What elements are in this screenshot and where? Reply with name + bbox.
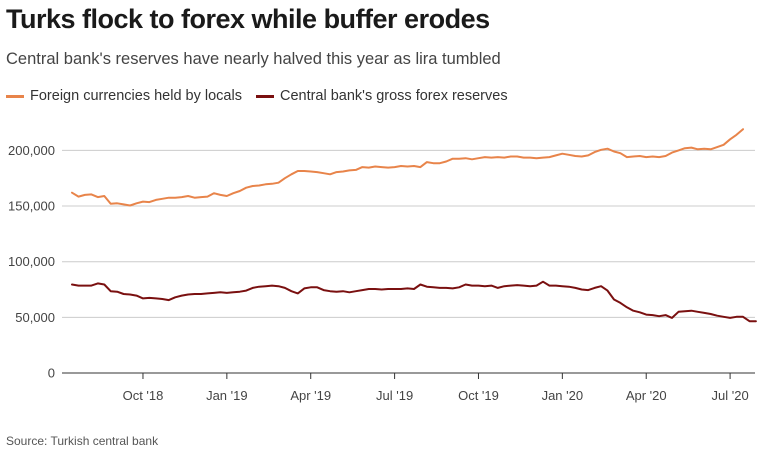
legend-label-locals: Foreign currencies held by locals [30, 88, 242, 104]
axes: 0 50,000 100,000 150,000 200,000 Oct '18 Jan '… [8, 143, 755, 403]
x-tick-label-1: Jan '19 [206, 388, 248, 403]
legend: Foreign currencies held by locals Centra… [6, 88, 522, 104]
chart-subtitle: Central bank's reserves have nearly halv… [6, 50, 501, 68]
y-tick-label-2: 100,000 [8, 254, 55, 269]
legend-item-locals: Foreign currencies held by locals [6, 88, 242, 104]
legend-swatch-reserves [255, 94, 274, 98]
x-tick-label-2: Apr '19 [290, 388, 331, 403]
x-tick-label-5: Jan '20 [542, 388, 584, 403]
legend-swatch-locals [6, 94, 24, 98]
chart-title: Turks flock to forex while buffer erodes [6, 4, 490, 34]
legend-item-reserves: Central bank's gross forex reserves [255, 88, 508, 104]
series-lines [71, 128, 757, 323]
source-note: Source: Turkish central bank [6, 434, 159, 448]
y-tick-label-0: 0 [48, 366, 55, 381]
y-tick-label-4: 200,000 [8, 143, 55, 158]
legend-label-reserves: Central bank's gross forex reserves [279, 88, 508, 104]
y-tick-label-1: 50,000 [15, 310, 55, 325]
x-tick-label-7: Jul '20 [712, 388, 749, 403]
gridlines [62, 149, 755, 318]
y-tick-label-3: 150,000 [8, 199, 55, 214]
x-tick-label-4: Oct '19 [458, 388, 499, 403]
series-line-locals [71, 128, 744, 207]
x-tick-label-3: Jul '19 [376, 388, 413, 403]
x-tick-label-6: Apr '20 [626, 388, 667, 403]
x-tick-label-0: Oct '18 [123, 388, 164, 403]
series-line-reserves [71, 280, 757, 323]
